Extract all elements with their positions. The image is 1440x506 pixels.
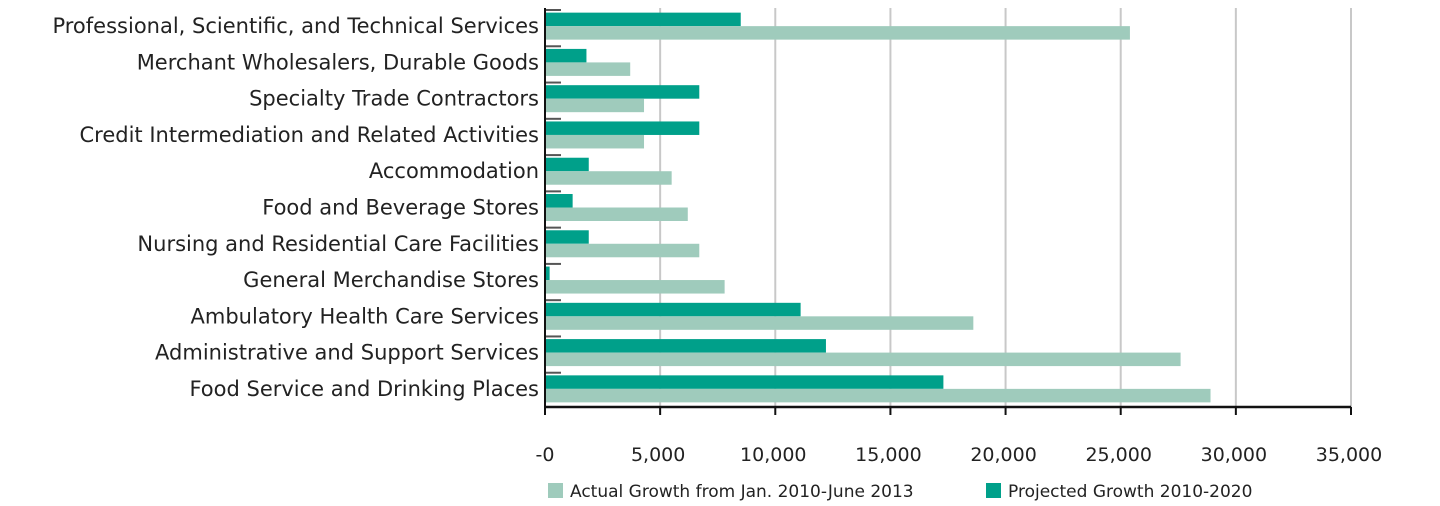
bar-actual: [545, 98, 645, 113]
bar-projected: [545, 302, 801, 317]
bar-actual: [545, 134, 645, 149]
category-label: Accommodation: [369, 159, 539, 183]
bar-projected: [545, 375, 944, 389]
category-labels: Professional, Scientific, and Technical …: [52, 14, 539, 401]
category-label: Specialty Trade Contractors: [249, 87, 539, 111]
x-tick-label: 25,000: [1085, 444, 1151, 466]
x-tick-label: 10,000: [740, 444, 806, 466]
category-label: Ambulatory Health Care Services: [191, 304, 539, 328]
bar-actual: [545, 171, 672, 185]
bar-actual: [545, 388, 1211, 403]
x-tick-label: -0: [536, 444, 555, 466]
bar-actual: [545, 280, 725, 294]
legend-label-projected: Projected Growth 2010-2020: [1008, 482, 1252, 502]
x-tick-label: 30,000: [1201, 444, 1267, 466]
category-label: Food and Beverage Stores: [262, 196, 539, 220]
category-label: General Merchandise Stores: [243, 268, 539, 292]
category-label: Administrative and Support Services: [155, 341, 539, 365]
bar-actual: [545, 26, 1130, 40]
bar-actual: [545, 243, 700, 258]
category-ticks: [545, 9, 561, 374]
legend: Actual Growth from Jan. 2010-June 2013 Pr…: [548, 482, 1252, 502]
gridlines: [659, 8, 1352, 407]
legend-label-actual: Actual Growth from Jan. 2010-June 2013: [570, 482, 914, 502]
bar-projected: [545, 12, 741, 27]
x-tick-label: 15,000: [855, 444, 921, 466]
bar-projected: [545, 121, 700, 135]
bars: [545, 12, 1211, 403]
category-label: Nursing and Residential Care Facilities: [137, 232, 539, 256]
bar-projected: [545, 339, 826, 353]
bar-projected: [545, 230, 589, 244]
bar-actual: [545, 207, 688, 221]
legend-swatch-projected: [986, 483, 1001, 498]
x-tick-label: 5,000: [631, 444, 685, 466]
category-label: Merchant Wholesalers, Durable Goods: [137, 50, 539, 74]
x-tick-label: 20,000: [970, 444, 1036, 466]
axes: [544, 8, 1352, 415]
category-label: Professional, Scientific, and Technical …: [52, 14, 539, 38]
bar-actual: [545, 62, 631, 76]
bar-projected: [545, 266, 550, 281]
bar-actual: [545, 352, 1181, 367]
bar-projected: [545, 85, 700, 99]
bar-projected: [545, 48, 587, 63]
x-tick-label: 35,000: [1316, 444, 1382, 466]
bar-projected: [545, 194, 573, 208]
category-label: Food Service and Drinking Places: [189, 377, 539, 401]
bar-actual: [545, 316, 974, 330]
legend-swatch-actual: [548, 483, 563, 498]
bar-projected: [545, 157, 589, 172]
x-tick-labels: -0 5,000 10,000 15,000 20,000 25,000 30,000 35,…: [536, 444, 1383, 466]
category-label: Credit Intermediation and Related Activi…: [80, 123, 539, 147]
